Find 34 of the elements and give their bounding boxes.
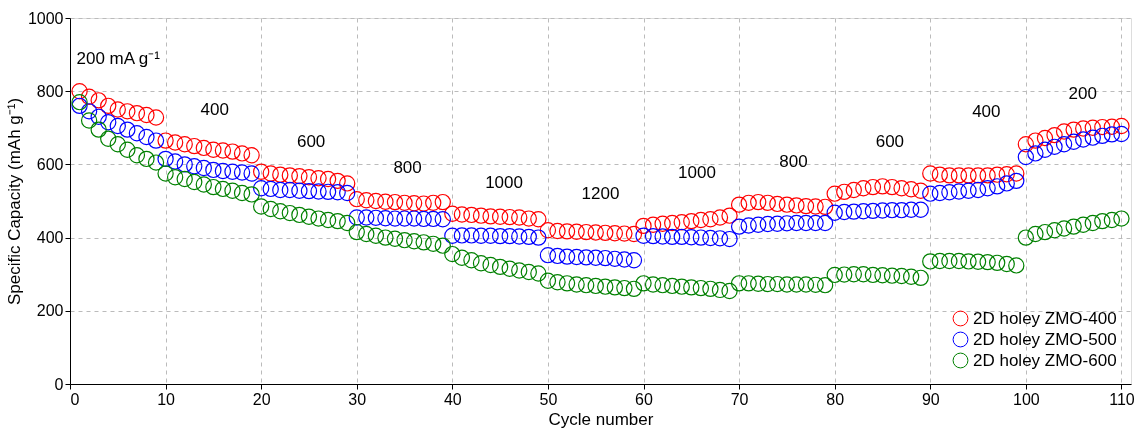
x-tick-label: 40 (443, 390, 462, 408)
x-tick-label: 30 (348, 390, 367, 408)
y-axis-title: Specific Capacity (mAh g⁻¹) (4, 97, 24, 306)
x-tick-label: 0 (70, 390, 80, 408)
y-tick-label: 800 (36, 82, 64, 100)
y-tick-label: 0 (54, 375, 64, 393)
legend-label: 2D holey ZMO-500 (973, 329, 1117, 349)
annotation: 800 (779, 151, 808, 171)
annotation: 400 (972, 102, 1001, 122)
annotation: 800 (393, 158, 422, 178)
annotation: 200 mA g⁻¹ (76, 49, 161, 69)
y-tick-label: 400 (36, 229, 64, 247)
x-tick-label: 100 (1013, 390, 1040, 408)
x-tick-label: 110 (1109, 390, 1135, 408)
x-tick-label: 50 (539, 390, 558, 408)
x-tick-label: 10 (157, 390, 176, 408)
annotation: 1200 (581, 183, 620, 203)
y-tick-label: 600 (36, 155, 64, 173)
annotation: 600 (296, 131, 326, 151)
annotation: 600 (875, 131, 905, 151)
annotation: 200 (1068, 83, 1097, 103)
x-tick-label: 20 (252, 390, 271, 408)
x-tick-label: 80 (826, 390, 845, 408)
x-axis-title: Cycle number (548, 409, 654, 429)
y-tick-label: 200 (36, 302, 64, 320)
annotation: 1000 (485, 172, 523, 192)
x-tick-label: 90 (921, 390, 940, 408)
x-tick-label: 60 (635, 390, 654, 408)
annotation: 1000 (678, 162, 716, 182)
y-tick-label: 1000 (27, 9, 64, 27)
x-tick-label: 70 (730, 390, 749, 408)
legend-label: 2D holey ZMO-600 (973, 350, 1117, 370)
annotation: 400 (200, 100, 229, 120)
legend-label: 2D holey ZMO-400 (973, 308, 1117, 328)
